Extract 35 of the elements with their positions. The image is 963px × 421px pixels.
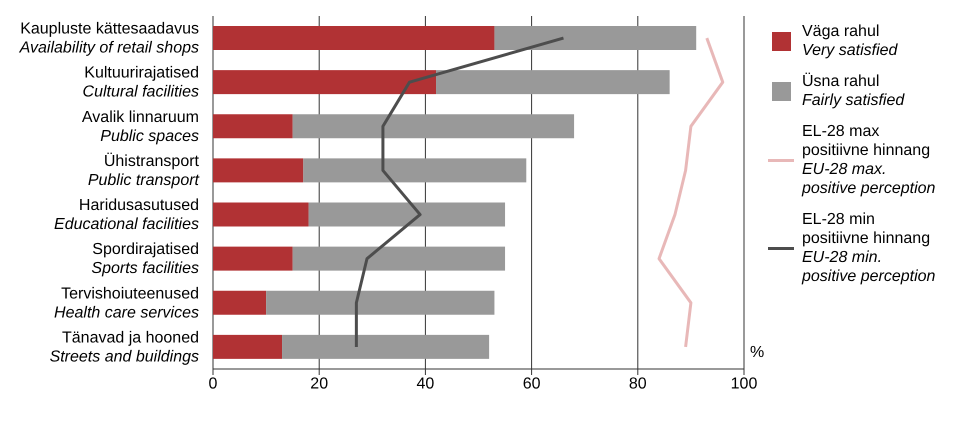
legend-label: EL-28 min positiivne hinnang EU-28 min. positive perception xyxy=(802,210,936,286)
bar xyxy=(213,26,494,50)
x-tick-label: 40 xyxy=(416,375,434,392)
x-tick-label: 20 xyxy=(310,375,328,392)
x-tick-label: 100 xyxy=(730,375,758,392)
bar xyxy=(292,246,506,271)
bar xyxy=(213,334,282,359)
y-tick-label: Ühistransport Public transport xyxy=(88,152,200,189)
y-tick-label: Kultuurirajatised Cultural facilities xyxy=(82,64,199,101)
bar xyxy=(282,334,490,359)
bar xyxy=(213,246,293,271)
bar xyxy=(213,290,266,315)
legend-label: Üsna rahul Fairly satisfied xyxy=(802,72,904,110)
y-tick-label: Kaupluste kättesaadavus Availability of retail shops xyxy=(18,20,199,57)
bar xyxy=(494,26,696,50)
bar xyxy=(213,202,309,226)
bar xyxy=(213,70,436,94)
y-tick-label: Haridusasutused Educational facilities xyxy=(54,197,199,234)
bar xyxy=(213,158,304,182)
bar xyxy=(213,114,293,138)
y-tick-label: Avalik linnaruum Public spaces xyxy=(82,108,199,145)
y-tick-label: Tänavad ja hooned Streets and buildings xyxy=(50,329,199,366)
legend-label: EL-28 max positiivne hinnang EU-28 max. positive perception xyxy=(802,122,936,198)
bar xyxy=(292,114,574,138)
bar xyxy=(303,158,526,182)
x-axis-title: % xyxy=(750,344,764,361)
y-tick-label: Spordirajatised Sports facilities xyxy=(91,241,199,278)
bar xyxy=(266,290,494,315)
x-tick-label: 0 xyxy=(208,375,218,392)
x-tick-label: 60 xyxy=(522,375,541,392)
bar xyxy=(308,202,506,226)
y-tick-label: Tervishoiuteenused Health care services xyxy=(54,285,199,322)
bar xyxy=(436,70,670,94)
legend-label: Väga rahul Very satisfied xyxy=(802,22,898,60)
x-tick-label: 80 xyxy=(628,375,647,392)
